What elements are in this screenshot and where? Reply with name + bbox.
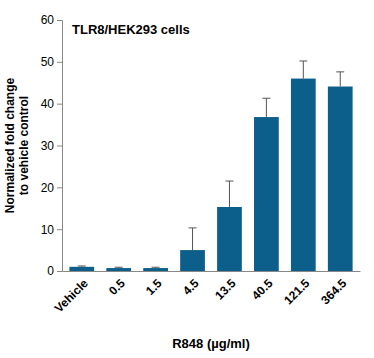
error-bar [115, 267, 123, 269]
x-tick-label: 121.5 [281, 276, 312, 307]
y-tick-label: 10 [41, 223, 55, 237]
x-axis-line [63, 271, 361, 272]
bar [143, 268, 168, 271]
title: TLR8/HEK293 cells [72, 22, 190, 37]
error-stem [229, 181, 230, 207]
x-axis-title: R848 (µg/ml) [172, 336, 250, 351]
bar [254, 117, 279, 271]
y-tick-mark [57, 187, 62, 188]
error-cap [262, 98, 270, 99]
error-bar [336, 72, 344, 87]
y-tick-mark [57, 20, 62, 21]
error-cap [225, 181, 233, 182]
y-tick-label: 60 [41, 13, 55, 27]
x-axis: Vehicle 0.5 1.5 4.5 13.5 40.5121.5364.5 [52, 272, 361, 316]
error-bar [152, 267, 160, 269]
y-tick-label: 50 [41, 55, 55, 69]
error-bar [225, 181, 233, 207]
y-tick: 30 [41, 139, 62, 153]
y-tick-mark [57, 271, 62, 272]
bar [291, 79, 316, 271]
x-tick-label: 364.5 [318, 276, 349, 307]
y-tick-mark [57, 229, 62, 230]
y-tick-label: 20 [41, 181, 55, 195]
error-stem [303, 61, 304, 79]
error-bar [262, 98, 270, 117]
x-tick-label: Vehicle [52, 276, 91, 315]
y-axis: 0 10 20 30 40 50 60 [41, 13, 63, 278]
y-tick-label: 40 [41, 97, 55, 111]
error-cap [115, 267, 123, 268]
bar [69, 267, 94, 271]
y-tick-mark [57, 146, 62, 147]
error-cap [299, 60, 307, 61]
error-cap [78, 265, 86, 266]
y-tick-mark [57, 62, 62, 63]
error-cap [152, 267, 160, 268]
y-axis-title: Normalized fold change [3, 78, 17, 214]
x-tick: 13.5 [212, 276, 239, 303]
error-stem [192, 228, 193, 250]
x-tick-label: 1.5 [143, 276, 165, 298]
x-tick: 121.5 [281, 276, 312, 307]
error-stem [266, 98, 267, 117]
y-tick: 40 [41, 97, 62, 111]
bar [106, 268, 131, 271]
y-tick: 60 [41, 13, 62, 27]
y-tick: 0 [47, 264, 62, 278]
x-tick-label: 4.5 [180, 276, 202, 298]
y-tick: 50 [41, 55, 62, 69]
bar [217, 207, 242, 271]
error-cap [336, 71, 344, 72]
bar [328, 87, 353, 271]
x-tick: 1.5 [143, 276, 165, 298]
x-tick: 0.5 [106, 276, 128, 298]
x-tick-label: 0.5 [106, 276, 128, 298]
y-tick-mark [57, 104, 62, 105]
x-tick: Vehicle [52, 276, 91, 315]
x-tick: 40.5 [249, 276, 276, 303]
plot-area: 0 10 20 30 40 50 60 Vehicle 0.5 1.5 4.5 13.5 40.5121… [41, 13, 361, 315]
y-tick-label: 0 [47, 264, 54, 278]
y-axis-title: to vehicle control [17, 96, 31, 195]
error-bar [189, 228, 197, 250]
y-tick: 10 [41, 223, 62, 237]
y-axis-line [57, 21, 63, 272]
y-tick: 20 [41, 181, 62, 195]
bar [180, 250, 205, 271]
x-tick: 364.5 [318, 276, 349, 307]
y-tick-label: 30 [41, 139, 55, 153]
x-tick: 4.5 [180, 276, 202, 298]
bars [69, 61, 352, 271]
error-bar [299, 61, 307, 79]
error-cap [189, 227, 197, 228]
error-bar [78, 265, 86, 267]
error-stem [340, 72, 341, 87]
x-tick-label: 40.5 [249, 276, 276, 303]
chart: 0 10 20 30 40 50 60 Vehicle 0.5 1.5 4.5 13.5 40.5121… [0, 0, 374, 358]
x-tick-label: 13.5 [212, 276, 239, 303]
